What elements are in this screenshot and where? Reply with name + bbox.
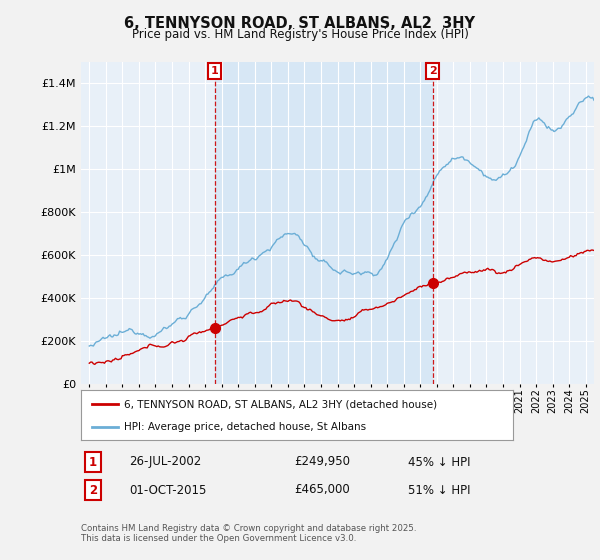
Text: 51% ↓ HPI: 51% ↓ HPI — [408, 483, 470, 497]
Text: 2: 2 — [429, 66, 437, 76]
Text: 1: 1 — [89, 455, 97, 469]
Text: 6, TENNYSON ROAD, ST ALBANS, AL2  3HY: 6, TENNYSON ROAD, ST ALBANS, AL2 3HY — [125, 16, 476, 31]
Text: 01-OCT-2015: 01-OCT-2015 — [129, 483, 206, 497]
Text: 26-JUL-2002: 26-JUL-2002 — [129, 455, 201, 469]
Text: HPI: Average price, detached house, St Albans: HPI: Average price, detached house, St A… — [124, 422, 367, 432]
Text: 45% ↓ HPI: 45% ↓ HPI — [408, 455, 470, 469]
Text: £249,950: £249,950 — [294, 455, 350, 469]
Text: 6, TENNYSON ROAD, ST ALBANS, AL2 3HY (detached house): 6, TENNYSON ROAD, ST ALBANS, AL2 3HY (de… — [124, 399, 437, 409]
Text: Price paid vs. HM Land Registry's House Price Index (HPI): Price paid vs. HM Land Registry's House … — [131, 28, 469, 41]
Text: 2: 2 — [89, 483, 97, 497]
Text: Contains HM Land Registry data © Crown copyright and database right 2025.
This d: Contains HM Land Registry data © Crown c… — [81, 524, 416, 543]
Bar — [215, 62, 433, 384]
Text: £465,000: £465,000 — [294, 483, 350, 497]
Text: 1: 1 — [211, 66, 218, 76]
